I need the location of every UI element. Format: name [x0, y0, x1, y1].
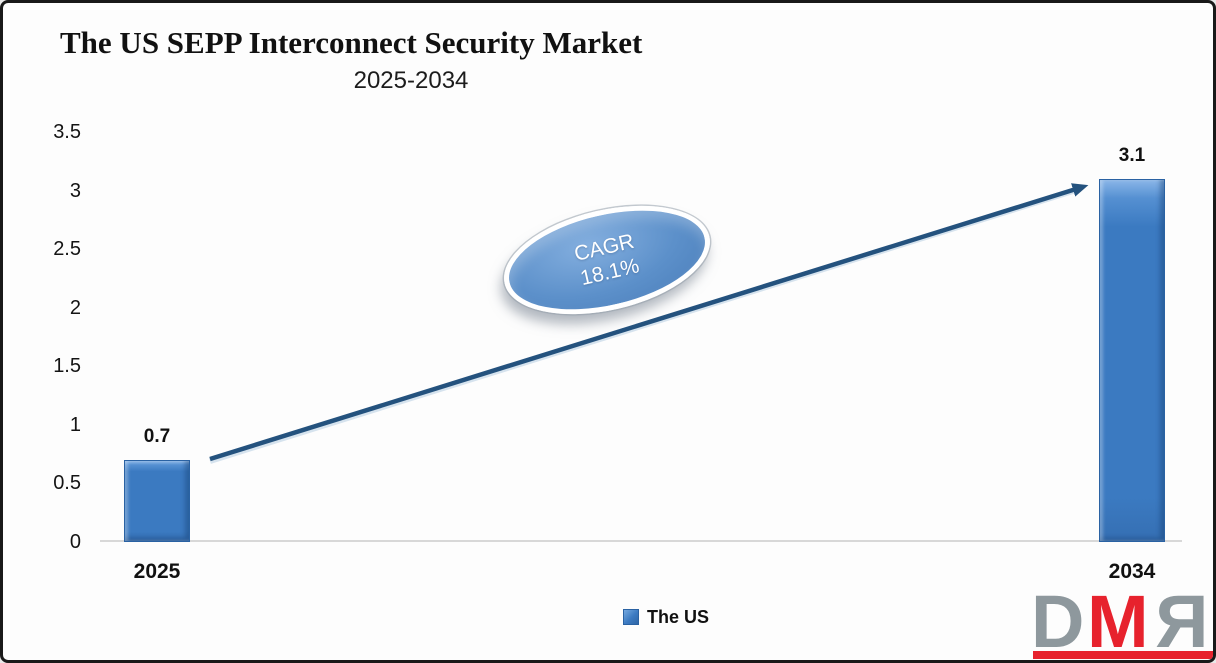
- logo-letter-r: R: [1155, 580, 1209, 663]
- y-axis-tick-label: 3: [69, 179, 81, 202]
- x-axis-label-2034: 2034: [1108, 560, 1156, 583]
- x-axis-line: [100, 540, 1182, 542]
- y-axis-tick-label: 0: [69, 531, 81, 553]
- cagr-annotation: CAGR 18.1%: [493, 187, 721, 333]
- y-axis-tick-label: 2.5: [53, 238, 81, 261]
- y-axis-tick-label: 0.5: [53, 472, 81, 495]
- y-axis-tick-label: 1.5: [53, 355, 81, 378]
- logo-letter-m: M: [1087, 580, 1149, 663]
- legend-label: The US: [647, 606, 710, 627]
- y-axis-tick-label: 3.5: [53, 121, 81, 143]
- logo-letter-d: D: [1031, 580, 1085, 663]
- bar-2034: [1099, 178, 1165, 542]
- legend-swatch-icon: [623, 609, 639, 625]
- dmr-logo: D M R: [1031, 580, 1213, 663]
- chart-title: The US SEPP Interconnect Security Market: [60, 25, 643, 60]
- x-axis-label-2025: 2025: [133, 560, 181, 583]
- bar-2025: [124, 460, 190, 542]
- legend: The US: [623, 606, 709, 628]
- data-label-2025: 0.7: [143, 426, 171, 447]
- logo-underline: [1033, 651, 1213, 659]
- data-label-2034: 3.1: [1118, 144, 1146, 166]
- chart-subtitle: 2025-2034: [353, 67, 469, 94]
- y-axis-tick-label: 2: [69, 296, 81, 319]
- y-axis-tick-label: 1: [69, 413, 81, 436]
